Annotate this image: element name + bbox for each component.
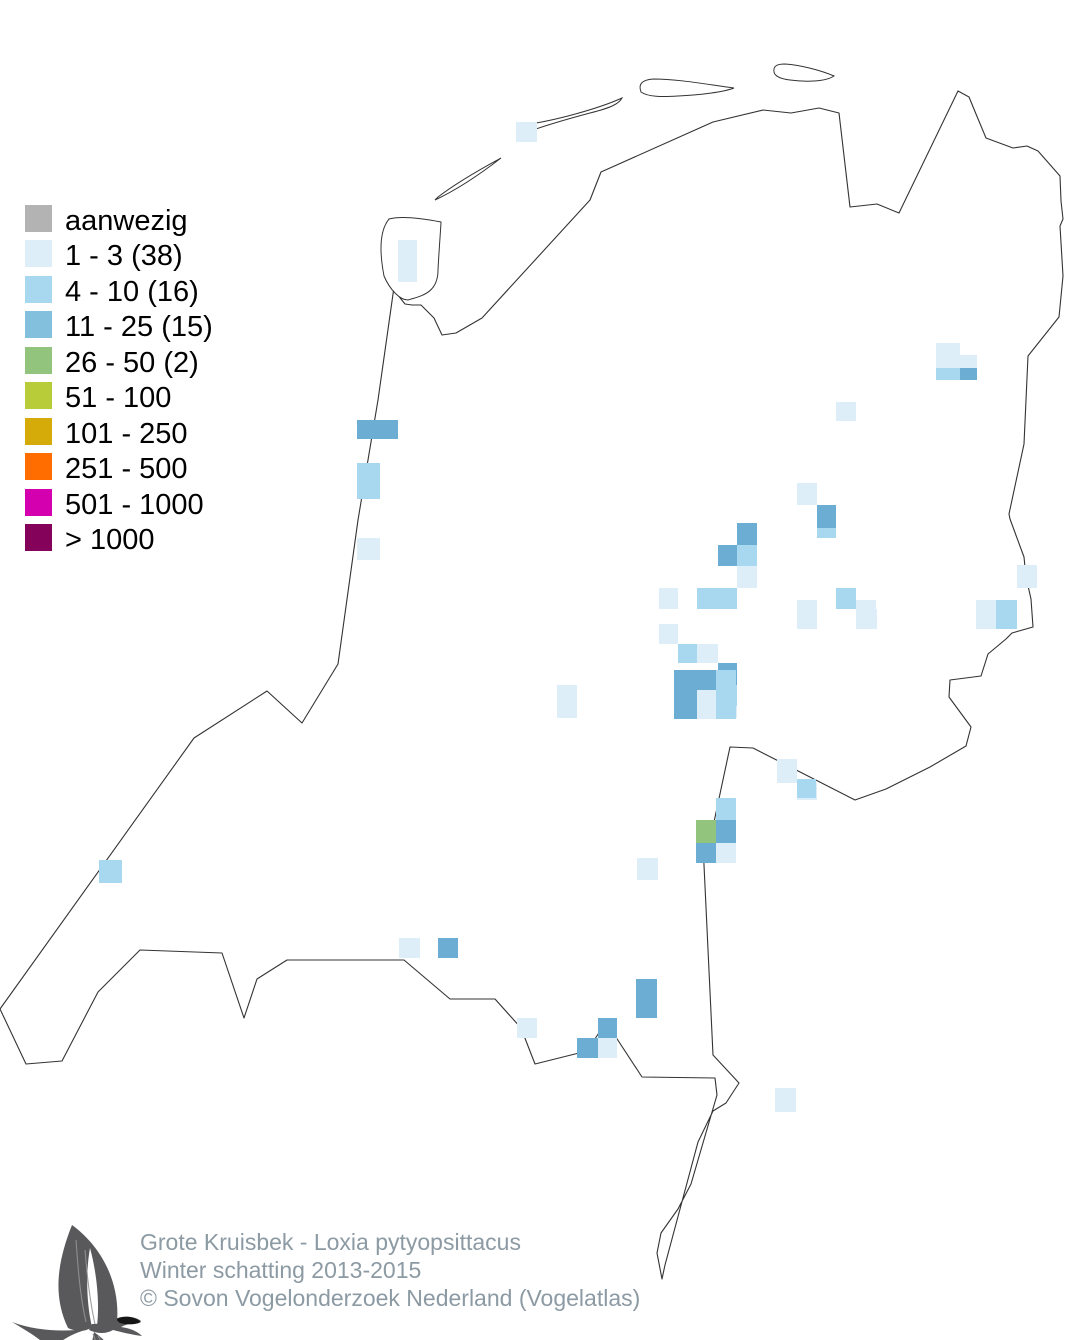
svg-text:51 - 100: 51 - 100 xyxy=(65,382,171,414)
svg-text:© Sovon Vogelonderzoek Nederla: © Sovon Vogelonderzoek Nederland (Vogela… xyxy=(140,1285,640,1311)
svg-text:1 - 3 (38): 1 - 3 (38) xyxy=(65,240,183,272)
svg-text:> 1000: > 1000 xyxy=(65,524,155,556)
svg-text:aanwezig: aanwezig xyxy=(65,205,188,237)
svg-text:101 - 250: 101 - 250 xyxy=(65,418,188,450)
svg-text:251 - 500: 251 - 500 xyxy=(65,453,188,485)
svg-text:11 - 25 (15): 11 - 25 (15) xyxy=(65,311,213,343)
svg-text:26 - 50 (2): 26 - 50 (2) xyxy=(65,347,199,379)
svg-text:Grote Kruisbek - Loxia pytyops: Grote Kruisbek - Loxia pytyopsittacus xyxy=(140,1229,521,1255)
svg-text:4 - 10 (16): 4 - 10 (16) xyxy=(65,276,199,308)
svg-text:Winter schatting 2013-2015: Winter schatting 2013-2015 xyxy=(140,1257,421,1283)
svg-text:501 - 1000: 501 - 1000 xyxy=(65,489,204,521)
